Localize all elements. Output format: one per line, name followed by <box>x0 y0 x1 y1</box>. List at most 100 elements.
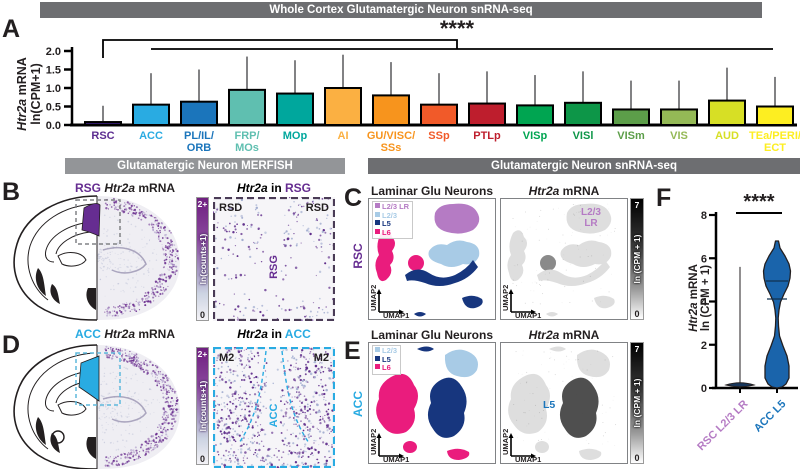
bar-VISm <box>612 108 650 126</box>
panel-c-side-label: RSC <box>351 243 365 269</box>
panel-a-letter: A <box>2 15 21 43</box>
bar-label: VISl <box>573 130 594 142</box>
violin-sig-stars: **** <box>743 191 774 213</box>
svg-text:4: 4 <box>701 297 708 309</box>
bar-VISl <box>564 101 602 127</box>
umap-c-clusters-box: UMAP2 UMAP1 L2/3 LR L2/3 L5 L6 <box>368 198 496 320</box>
legend-swatch <box>375 347 380 352</box>
bar-AI <box>324 87 362 126</box>
legend-label: L6 <box>382 363 391 372</box>
bar-PTLp <box>468 102 506 126</box>
zoom-region-box <box>75 352 121 406</box>
umap-e-expression-box: UMAP2 UMAP1 L5 <box>500 342 628 464</box>
panel-b-zoom-title: Htr2a in RSG <box>236 181 312 195</box>
bar-label: RSC <box>91 130 114 142</box>
umap-cluster-l23 <box>444 349 478 378</box>
highlight-region <box>81 203 101 237</box>
merfish-colorbar-d: 2+ ln(counts+1) 0 <box>196 347 209 465</box>
region-label-rsg: RSG <box>74 181 101 195</box>
umap-e-legend: L2/3 L5 L6 <box>372 345 402 375</box>
umap-e-right-title: Htr2a mRNA <box>528 328 600 342</box>
umap2-axis-label: UMAP2 <box>369 429 378 455</box>
umap-cluster-l6 <box>376 373 418 434</box>
legend-label: L5 <box>382 219 391 228</box>
umap-e-clusters-plot: UMAP2 UMAP1 <box>369 346 478 464</box>
merfish-zoom-b: RSD RSD RSG <box>213 197 335 321</box>
legend-label: L2/3 <box>382 346 398 355</box>
umap1-axis-label: UMAP1 <box>515 311 541 318</box>
umap-e-expression-plot: UMAP2 UMAP1 <box>501 346 617 464</box>
umap-e-left-title: Laminar Glu Neurons <box>370 328 494 342</box>
umap-c-expression-plot: UMAP2 UMAP1 <box>501 203 616 320</box>
center-region-label: ACC <box>268 404 280 428</box>
umap-cluster-l6c <box>408 255 424 271</box>
umap-cluster-l6 <box>508 373 550 434</box>
bar-SSp <box>420 103 458 127</box>
umap2-axis-label: UMAP2 <box>369 285 378 311</box>
umap1-axis-label: UMAP1 <box>383 455 409 462</box>
umap-cluster-l23 <box>428 240 480 267</box>
y-tick: 0.5 <box>46 102 61 114</box>
seq-colorbar-e: 7 ln (CPM + 1) 0 <box>630 342 644 464</box>
merfish-colorbar-label: ln(counts+1) <box>197 233 208 285</box>
violin-acc <box>762 240 792 389</box>
umap-c-right-title: Htr2a mRNA <box>528 184 600 198</box>
bar-label: VISm <box>617 130 645 142</box>
umap-e-clusters-box: UMAP2 UMAP1 L2/3 L5 L6 <box>368 342 496 464</box>
merfish-zoom-d: M2 M2 ACC <box>213 347 335 468</box>
y-tick: 1.0 <box>46 83 61 95</box>
panel-f-letter: F <box>656 184 672 212</box>
legend-swatch <box>375 228 380 234</box>
panel-d-zoom-title: Htr2a in ACC <box>237 327 311 341</box>
legend-swatch <box>375 211 380 217</box>
adjacent-region-label: RSD <box>219 202 242 214</box>
adjacent-region-label: RSD <box>306 202 329 214</box>
umap-cluster-l6c <box>447 448 470 460</box>
umap-c-left-title: Laminar Glu Neurons <box>370 184 494 198</box>
umap-c-annotation: L2/3 LR <box>580 207 601 229</box>
umap-cluster-l6b <box>403 441 417 453</box>
bar-ACC <box>132 103 170 127</box>
legend-item-L2/3 LR: L2/3 LR <box>375 202 409 212</box>
seq-colorbar-c: 7 ln (CPM + 1) 0 <box>630 198 644 320</box>
adjacent-region-label: M2 <box>314 352 329 364</box>
significance-stars: **** <box>440 18 475 41</box>
snrnaseq-header: Glutamatergic Neuron snRNA-seq <box>368 158 800 174</box>
svg-text:0: 0 <box>701 383 707 395</box>
brain-section-d <box>13 344 180 469</box>
svg-text:6: 6 <box>701 253 707 265</box>
umap-cluster-l23 <box>576 349 610 378</box>
bar-TEa/PERI/ECT <box>756 105 794 126</box>
umap2-axis-label: UMAP2 <box>501 285 510 311</box>
bar-label: AUD <box>715 130 739 142</box>
bar-FRP/MOs <box>228 88 266 126</box>
bar-label: FRP/MOs <box>234 130 259 154</box>
umap-cluster-l5 <box>405 260 478 286</box>
umap-cluster-l6c <box>579 448 602 460</box>
legend-item-L2/3: L2/3 <box>375 346 398 356</box>
umap-cluster-l5 <box>559 377 599 438</box>
umap-c-expression-box: UMAP2 UMAP1 L2/3 LR <box>500 198 628 320</box>
bar-RSC <box>84 121 122 127</box>
bar-AUD <box>708 99 746 127</box>
bar-label: GU/VISC/SSs <box>367 130 415 154</box>
panel-d-letter: D <box>2 331 21 359</box>
bar-MOp <box>276 92 314 127</box>
merfish-header: Glutamatergic Neuron MERFISH <box>65 158 345 174</box>
umap-cluster-l6c <box>540 255 556 271</box>
umap-cluster-l5c <box>546 312 558 317</box>
legend-swatch <box>375 220 380 225</box>
bar-label: VIS <box>670 130 688 142</box>
bar-label: PL/IL/ORB <box>184 130 214 154</box>
umap-cluster-l5b <box>594 295 615 309</box>
svg-text:2: 2 <box>701 340 707 352</box>
panel-e-letter: E <box>344 337 361 365</box>
umap-cluster-l6 <box>375 230 395 282</box>
umap1-axis-label: UMAP1 <box>383 311 409 318</box>
bar-VISp <box>516 104 554 126</box>
umap-cluster-l5s <box>549 346 566 352</box>
legend-item-L6: L6 <box>375 363 397 373</box>
panel-b-title: RSG Htr2a mRNA <box>74 181 176 195</box>
top-header: Whole Cortex Glutamatergic Neuron snRNA-… <box>40 2 762 18</box>
umap-cluster-l6 <box>507 230 527 282</box>
